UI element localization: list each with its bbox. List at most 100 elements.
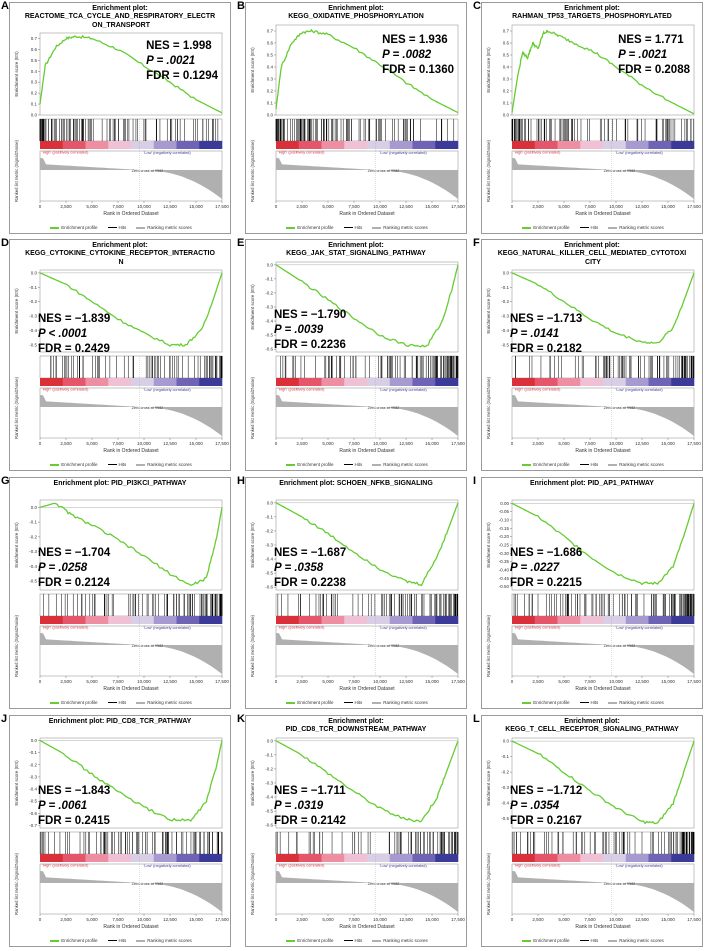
rank-color-segment [512,378,536,386]
plot-subtitle-cont: N [118,259,123,266]
rank-color-segment [62,854,86,862]
es-tick-label: -0.15 [499,526,510,531]
x-tick-label: 15,000 [425,441,439,446]
metric-axis-label: Ranked list metric (Signal2Noise) [14,376,19,439]
legend-item: Ranking metric scores [608,700,664,705]
es-tick-label: 0.00 [500,501,509,506]
legend-label: Hits [354,700,363,705]
es-tick-label: -0.4 [501,801,509,806]
ranking-metric-area [512,395,694,436]
es-tick-label: -0.2 [265,528,273,533]
x-tick-label: 17,500 [687,917,701,922]
p-value: P = .0061 [38,800,88,812]
enrichment-profile-line [511,29,695,115]
zero-cross-label: Zero cross at 9582 [132,406,164,410]
es-tick-label: -0.35 [499,559,510,564]
low-label: 'Low' (negatively correlated) [380,388,428,392]
x-tick-label: 17,500 [451,441,465,446]
es-tick-label: -0.6 [29,811,37,816]
panel-j: J Enrichment plot: PID_CD8_TCR_PATHWAY 0.0… [0,713,231,949]
rank-color-segment [344,854,368,862]
rank-color-segment [199,141,223,149]
legend-item: Hits [579,225,598,230]
es-axis-label: Enrichment score (ES) [14,51,19,97]
x-tick-label: 2,500 [296,441,308,446]
es-tick-label: -0.40 [499,568,510,573]
rank-color-segment [389,854,413,862]
zero-cross-label: Zero cross at 9582 [604,169,636,173]
x-tick-label: 2,500 [60,204,72,209]
legend-item: Enrichment profile [286,462,334,467]
legend-swatch [522,701,532,704]
panel-f: F Enrichment plot: KEGG_NATURAL_KILLER_CEL… [472,237,703,473]
panel-d: D Enrichment plot: KEGG_CYTOKINE_CYTOKINE_… [0,237,231,473]
x-tick-label: 2,500 [60,679,72,684]
legend-swatch [372,226,382,229]
x-tick-label: 12,500 [163,204,177,209]
rank-color-segment [625,378,649,386]
nes-value: NES = −1.711 [274,785,346,797]
rank-color-segment [321,141,345,149]
es-frame [39,32,223,116]
p-value: P = .0082 [382,49,432,61]
legend-item: Hits [579,700,599,705]
hits-frame [275,118,459,142]
rank-color-segment [534,378,558,386]
rank-color-segment [512,141,536,149]
high-label: 'High' (positively correlated) [42,626,89,630]
rank-color-segment [131,616,155,624]
x-tick-label: 0 [275,679,278,684]
es-tick-label: 0.5 [503,53,510,58]
ranking-metric-area [276,633,458,674]
rank-color-segment [367,378,391,386]
legend-item: Enrichment profile [286,225,334,230]
es-tick-label: -0.2 [29,762,37,767]
es-tick-label: 0.2 [267,89,274,94]
legend-label: Hits [590,938,599,943]
legend-item: Enrichment profile [522,700,570,705]
enrichment-plot: Enrichment plot: PID_CD8_TCR_DOWNSTREAM_P… [245,715,467,947]
legend-item: Hits [107,225,126,230]
p-value: P = .0354 [510,800,560,812]
rank-color-segment [40,378,64,386]
x-tick-label: 7,500 [348,917,360,922]
rank-color-segment [131,854,155,862]
rank-color-segment [625,141,649,149]
x-tick-label: 5,000 [322,204,334,209]
es-tick-label: -0.4 [265,319,273,324]
fdr-value: FDR = 0.2415 [38,815,110,827]
x-tick-label: 10,000 [609,204,623,209]
es-tick-label: -0.1 [29,520,37,525]
rank-color-segment [534,854,558,862]
enrichment-stats: NES = −1.711 P = .0319 FDR = 0.2142 [274,784,346,829]
panel-b: B Enrichment plot: KEGG_OXIDATIVE_PHOSPHOR… [236,0,467,236]
legend-label: Hits [590,700,599,705]
legend-swatch [107,940,117,942]
es-tick-label: -0.4 [29,564,37,569]
x-tick-label: 10,000 [609,441,623,446]
enrichment-svg: CITY 0.0 -0.1 -0.2 -0.3 -0.4 -0.5 Enrichment sc… [486,259,701,454]
zero-cross-label: Zero cross at 9582 [368,406,400,410]
rank-color-segment [199,378,223,386]
metric-axis-label: Ranked list metric (Signal2Noise) [486,614,491,677]
legend-swatch [343,227,353,229]
rank-color-segment [367,854,391,862]
rank-color-segment [580,616,604,624]
legend-swatch [608,226,618,229]
legend-label: Hits [354,938,363,943]
es-tick-label: -0.1 [29,750,37,755]
legend-label: Ranking metric scores [147,225,192,230]
es-tick-label: -0.5 [265,809,273,814]
plot-subtitle: PID_CD8_TCR_DOWNSTREAM_PATHWAY [285,726,427,733]
legend-item: Ranking metric scores [136,462,192,467]
rank-color-segment [580,854,604,862]
rank-color-segment [321,854,345,862]
plot-title: Enrichment plot: PID_AP1_PATHWAY [530,480,654,487]
rank-color-segment [671,378,695,386]
enrichment-plot: Enrichment plot: KEGG_NATURAL_KILLER_CELL… [481,239,703,471]
panel-c: C Enrichment plot: RAHMAN_TP53_TARGETS_PHO… [472,0,703,236]
x-tick-label: 2,500 [60,441,72,446]
x-tick-label: 15,000 [661,679,675,684]
rank-color-segment [153,616,177,624]
